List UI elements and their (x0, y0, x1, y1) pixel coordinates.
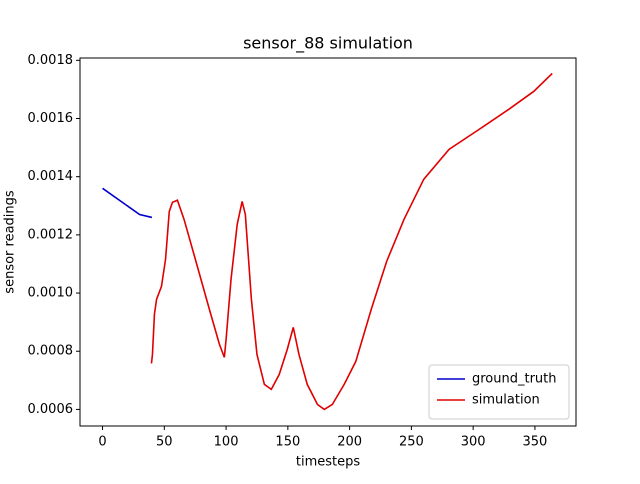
legend-label: simulation (472, 393, 540, 408)
y-tick-label: 0.0008 (28, 344, 74, 359)
chart-title: sensor_88 simulation (243, 34, 413, 54)
x-tick-label: 300 (461, 435, 486, 450)
y-tick-label: 0.0010 (28, 286, 74, 301)
x-tick-label: 150 (275, 435, 300, 450)
x-tick-label: 50 (156, 435, 173, 450)
y-tick-label: 0.0016 (28, 111, 74, 126)
series-line (102, 187, 153, 219)
y-tick-label: 0.0006 (28, 402, 74, 417)
x-tick-label: 100 (214, 435, 239, 450)
y-tick-label: 0.0014 (28, 169, 74, 184)
x-axis-label: timesteps (296, 455, 360, 470)
y-axis-label: sensor readings (3, 190, 18, 294)
x-tick-label: 250 (399, 435, 424, 450)
x-tick-label: 200 (337, 435, 362, 450)
plot-frame (79, 57, 577, 427)
x-tick-label: 350 (523, 435, 548, 450)
series-line (150, 72, 553, 411)
legend-label: ground_truth (472, 372, 557, 387)
y-tick-label: 0.0012 (28, 227, 74, 242)
x-tick-label: 0 (98, 435, 106, 450)
y-tick-label: 0.0018 (28, 53, 74, 68)
